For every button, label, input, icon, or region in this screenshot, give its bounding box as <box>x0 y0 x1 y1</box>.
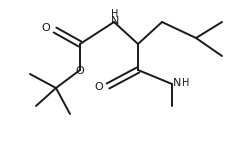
Text: N: N <box>173 78 181 88</box>
Text: O: O <box>76 66 84 76</box>
Text: N: N <box>111 16 119 26</box>
Text: O: O <box>42 23 50 33</box>
Text: H: H <box>182 78 190 88</box>
Text: H: H <box>111 9 119 19</box>
Text: O: O <box>95 82 103 92</box>
